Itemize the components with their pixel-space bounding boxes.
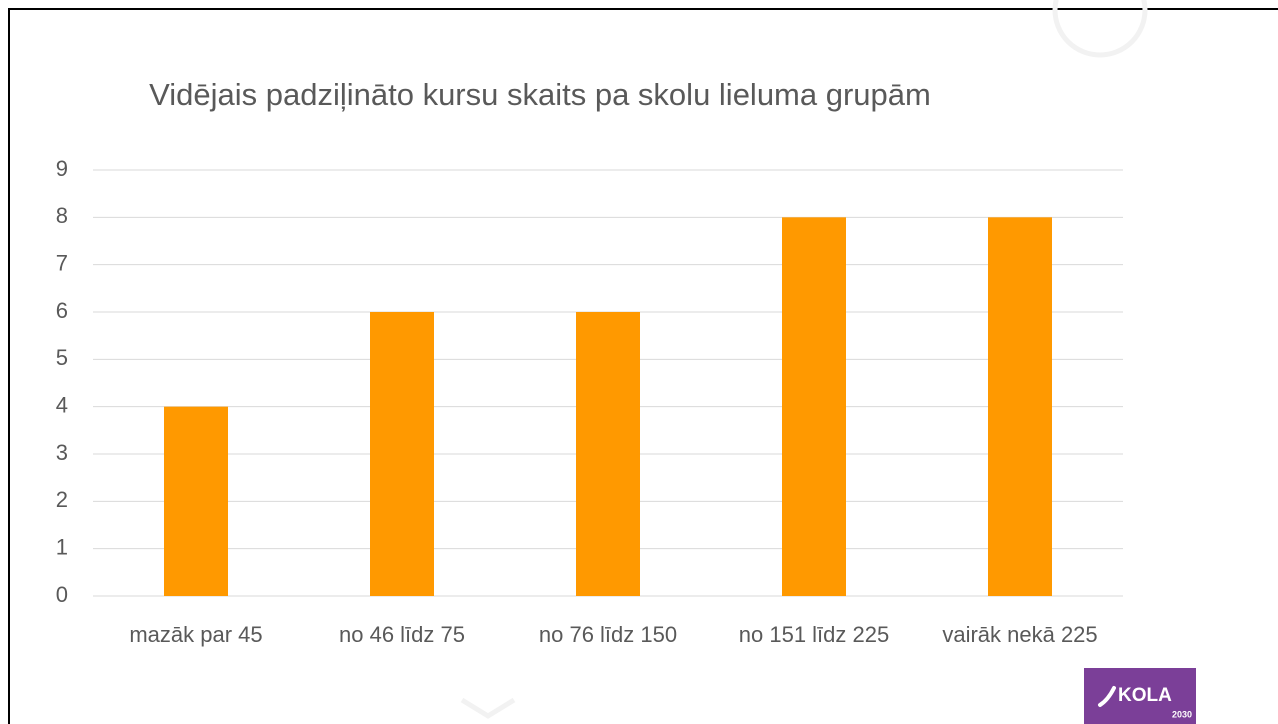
chart-title: Vidējais padziļināto kursu skaits pa sko… bbox=[149, 77, 931, 112]
bar bbox=[576, 312, 640, 596]
logo: KOLA 2030 bbox=[1084, 668, 1196, 724]
x-tick-label: no 151 līdz 225 bbox=[739, 622, 889, 647]
logo-name: KOLA bbox=[1118, 685, 1172, 706]
y-tick-label: 6 bbox=[56, 298, 68, 323]
x-tick-label: no 46 līdz 75 bbox=[339, 622, 465, 647]
x-tick-label: mazāk par 45 bbox=[129, 622, 262, 647]
bar bbox=[370, 312, 434, 596]
y-tick-label: 8 bbox=[56, 203, 68, 228]
y-tick-label: 2 bbox=[56, 487, 68, 512]
y-tick-label: 5 bbox=[56, 345, 68, 370]
logo-year: 2030 bbox=[1172, 709, 1192, 719]
frame bbox=[8, 8, 1278, 724]
y-tick-label: 1 bbox=[56, 534, 68, 559]
y-tick-label: 3 bbox=[56, 440, 68, 465]
decor-chevron bbox=[460, 697, 516, 719]
x-tick-label: vairāk nekā 225 bbox=[942, 622, 1097, 647]
bar bbox=[988, 217, 1052, 597]
bar bbox=[164, 406, 228, 596]
bar bbox=[782, 217, 846, 597]
y-tick-label: 0 bbox=[56, 582, 68, 607]
logo-swoosh bbox=[1098, 686, 1116, 707]
x-tick-label: no 76 līdz 150 bbox=[539, 622, 677, 647]
y-tick-label: 9 bbox=[56, 156, 68, 181]
y-tick-label: 7 bbox=[56, 250, 68, 275]
y-tick-label: 4 bbox=[56, 392, 68, 417]
logo-background bbox=[1084, 668, 1196, 724]
decor-circle bbox=[1052, 0, 1148, 58]
